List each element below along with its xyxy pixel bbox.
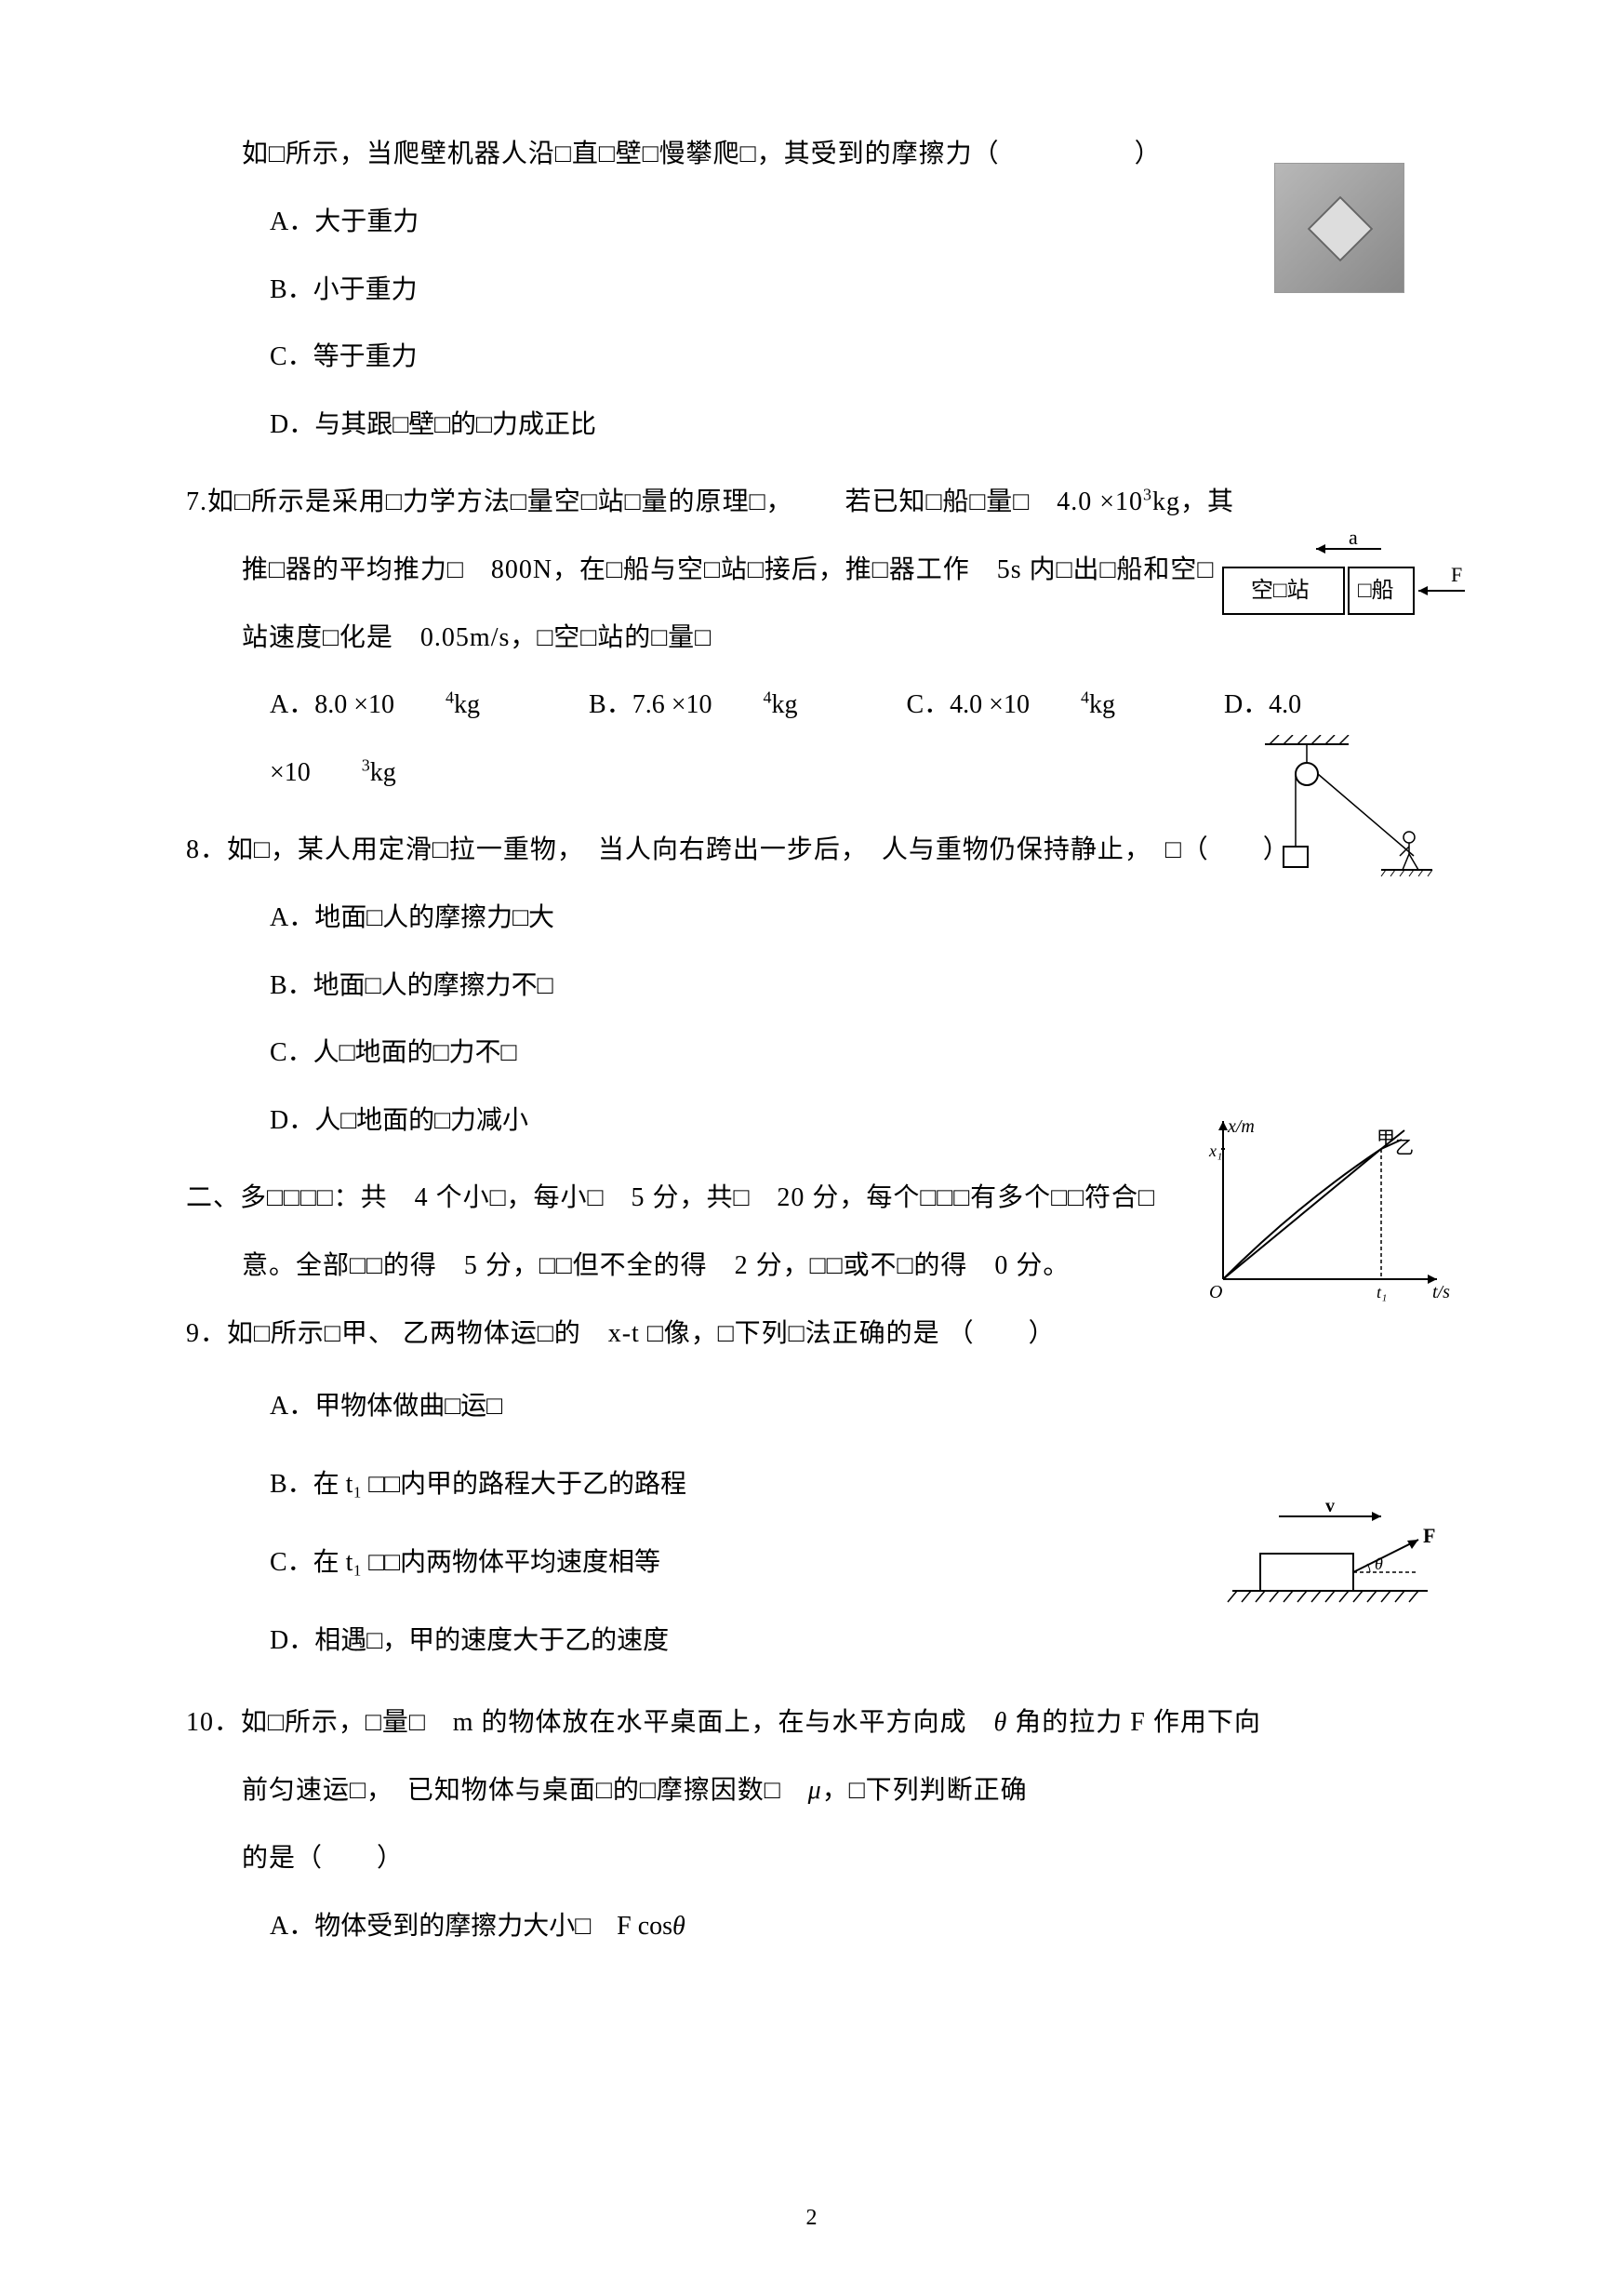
station-figure: a 空□站 □船 F <box>1195 530 1474 637</box>
q7-stem1b: 若已知□船□量□ 4.0 ×10 <box>845 487 1143 516</box>
question-9: 9．如□所示□甲、 乙两物体运□的 x-t □像，□下列□法正确的是 （ ） A… <box>186 1301 1437 1681</box>
q10-stem-2: 前匀速运□， 已知物体与桌面□的□摩擦因数□ μ，□下列判断正确 <box>186 1757 1437 1825</box>
q7-opt-a: A．8.0 ×104kg <box>270 690 531 719</box>
station-f-label: F <box>1451 563 1462 586</box>
graph-svg: x/m t/s O x₁ t₁ 甲 乙 <box>1195 1112 1456 1307</box>
q9-option-a: A．甲物体做曲□运□ <box>186 1368 1437 1446</box>
graph-origin: O <box>1209 1282 1222 1302</box>
station-a-label: a <box>1349 530 1358 549</box>
graph-t1: t₁ <box>1377 1283 1387 1302</box>
q10-stem-3: 的是（ ） <box>186 1825 1437 1893</box>
force-svg: v F θ <box>1223 1498 1446 1619</box>
q10-stem1b: 角的拉力 F 作用下向 <box>1007 1708 1261 1737</box>
question-6: 如□所示，当爬壁机器人沿□直□壁□慢攀爬□，其受到的摩擦力（ ） A．大于重力 … <box>186 121 1437 460</box>
q7-a-unit: kg <box>454 690 480 719</box>
graph-xlabel: t/s <box>1432 1282 1450 1302</box>
q10-option-a: A．物体受到的摩擦力大小□ F cosθ <box>186 1893 1437 1961</box>
graph-x1: x₁ <box>1208 1141 1222 1160</box>
q8-option-a: A．地面□人的摩擦力□大 <box>186 885 1437 953</box>
q6-stem: 如□所示，当爬壁机器人沿□直□壁□慢攀爬□，其受到的摩擦力（ ） <box>186 121 1437 189</box>
page-number: 2 <box>806 2206 818 2231</box>
q7-d-unit: kg <box>370 758 396 787</box>
graph-figure: x/m t/s O x₁ t₁ 甲 乙 <box>1195 1112 1456 1307</box>
q10-stem-1: 10．如□所示，□量□ m 的物体放在水平桌面上，在与水平方向成 θ 角的拉力 … <box>186 1689 1437 1757</box>
q7-opt-b: B．7.6 ×104kg <box>589 690 848 719</box>
q7-stem1c: kg，其 <box>1152 487 1234 516</box>
q7-a-text: A．8.0 ×10 <box>270 690 394 719</box>
station-text: 空□站 <box>1251 578 1310 603</box>
q6-option-d: D．与其跟□壁□的□力成正比 <box>186 392 1437 460</box>
q8-option-b: B．地面□人的摩擦力不□ <box>186 953 1437 1021</box>
pulley-svg <box>1228 735 1442 884</box>
q10-a-text: A．物体受到的摩擦力大小□ F cos <box>270 1912 672 1941</box>
q7-c-text: C．4.0 ×10 <box>906 690 1029 719</box>
force-v: v <box>1325 1498 1335 1516</box>
robot-inner <box>1308 196 1374 262</box>
q7-b-unit: kg <box>771 690 797 719</box>
q6-option-c: C．等于重力 <box>186 324 1437 392</box>
q10-stem1a: 10．如□所示，□量□ m 的物体放在水平桌面上，在与水平方向成 <box>186 1708 994 1737</box>
q7-opt-c: C．4.0 ×104kg <box>906 690 1165 719</box>
q7-b-text: B．7.6 ×10 <box>589 690 712 719</box>
question-10: 10．如□所示，□量□ m 的物体放在水平桌面上，在与水平方向成 θ 角的拉力 … <box>186 1689 1437 1960</box>
q6-option-a: A．大于重力 <box>186 189 1437 257</box>
q10-stem2a: 前匀速运□， 已知物体与桌面□的□摩擦因数□ <box>242 1776 808 1805</box>
robot-image <box>1274 163 1404 293</box>
q8-option-c: C．人□地面的□力不□ <box>186 1020 1437 1088</box>
station-svg: a 空□站 □船 F <box>1195 530 1474 633</box>
q7-c-unit: kg <box>1089 690 1115 719</box>
pulley-figure <box>1228 735 1442 884</box>
force-f: F <box>1423 1524 1435 1547</box>
q7-stem1a: 7.如□所示是采用□力学方法□量空□站□量的原理□， <box>186 487 792 516</box>
q6-option-b: B．小于重力 <box>186 257 1437 325</box>
force-theta: θ <box>1375 1555 1383 1573</box>
ship-text: □船 <box>1358 578 1394 603</box>
q7-stem-1: 7.如□所示是采用□力学方法□量空□站□量的原理□， 若已知□船□量□ 4.0 … <box>186 469 1437 537</box>
q10-stem2b: ，□下列判断正确 <box>822 1776 1028 1805</box>
graph-ylabel: x/m <box>1227 1116 1255 1137</box>
q9-stem: 9．如□所示□甲、 乙两物体运□的 x-t □像，□下列□法正确的是 （ ） <box>186 1301 1437 1368</box>
force-figure: v F θ <box>1223 1498 1446 1619</box>
